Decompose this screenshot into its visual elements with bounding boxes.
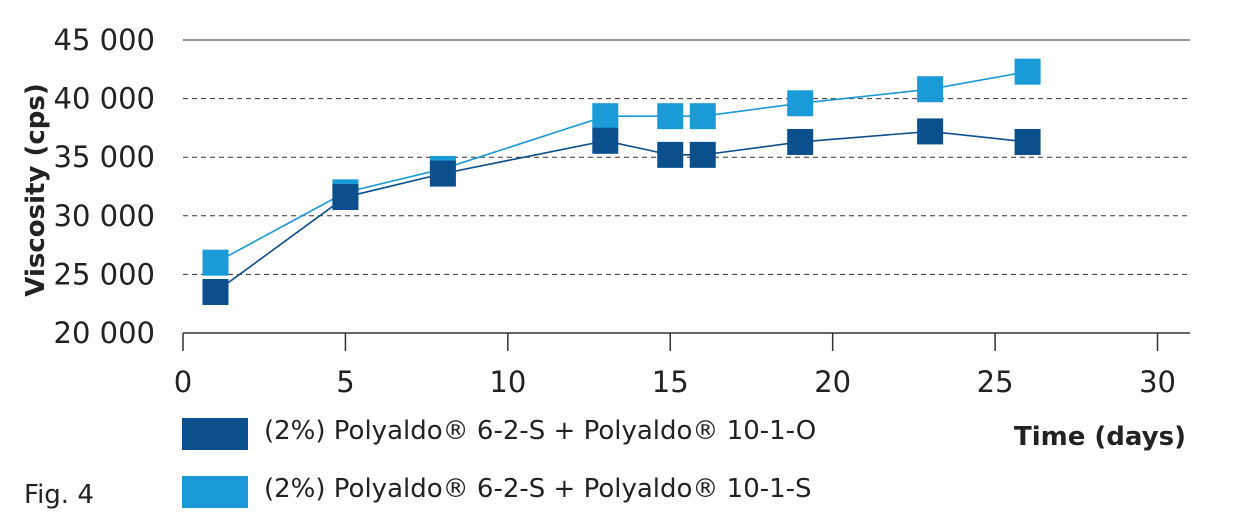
series-0-point-4	[657, 103, 683, 129]
series-0-point-7	[917, 76, 943, 102]
y-tick-30000: 30 000	[54, 199, 155, 233]
x-tick-5: 5	[336, 365, 354, 399]
x-tick-20: 20	[814, 365, 851, 399]
y-tick-20000: 20 000	[54, 316, 155, 350]
series-line-1	[215, 131, 1027, 292]
y-tick-45000: 45 000	[54, 23, 155, 57]
x-tick-15: 15	[652, 365, 689, 399]
series-1-point-8	[1015, 129, 1041, 155]
series-0-point-5	[690, 103, 716, 129]
series-1-point-2	[430, 161, 456, 187]
series-1-point-1	[332, 184, 358, 210]
axes	[183, 333, 1190, 351]
x-tick-0: 0	[174, 365, 192, 399]
series-1-point-4	[657, 142, 683, 168]
legend-label-10-1-s: (2%) Polyaldo® 6-2-S + Polyaldo® 10-1-S	[264, 474, 812, 504]
series-markers	[202, 59, 1040, 305]
series-0-point-0	[202, 250, 228, 276]
x-tick-30: 30	[1139, 365, 1176, 399]
x-tick-labels: 0 5 10 15 20 25 30	[174, 365, 1176, 399]
series-1-point-6	[787, 129, 813, 155]
x-axis-label: Time (days)	[1014, 422, 1186, 452]
legend-swatch-10-1-s	[182, 476, 248, 508]
y-axis-label: Viscosity (cps)	[21, 83, 51, 296]
y-tick-labels: 20 000 25 000 30 000 35 000 40 000 45 000	[54, 23, 155, 350]
y-tick-35000: 35 000	[54, 140, 155, 174]
series-0-point-3	[592, 103, 618, 129]
figure-label: Fig. 4	[24, 480, 94, 510]
series-1-point-3	[592, 128, 618, 154]
series-1-point-0	[202, 279, 228, 305]
series-1-point-5	[690, 142, 716, 168]
y-tick-40000: 40 000	[54, 82, 155, 116]
y-tick-25000: 25 000	[54, 257, 155, 291]
series-line-0	[215, 72, 1027, 263]
legend-label-10-1-o: (2%) Polyaldo® 6-2-S + Polyaldo® 10-1-O	[264, 416, 816, 446]
series-0-point-6	[787, 90, 813, 116]
series-1-point-7	[917, 118, 943, 144]
x-tick-25: 25	[977, 365, 1014, 399]
legend-swatch-10-1-o	[182, 418, 248, 450]
series-0-point-8	[1015, 59, 1041, 85]
x-tick-10: 10	[489, 365, 526, 399]
